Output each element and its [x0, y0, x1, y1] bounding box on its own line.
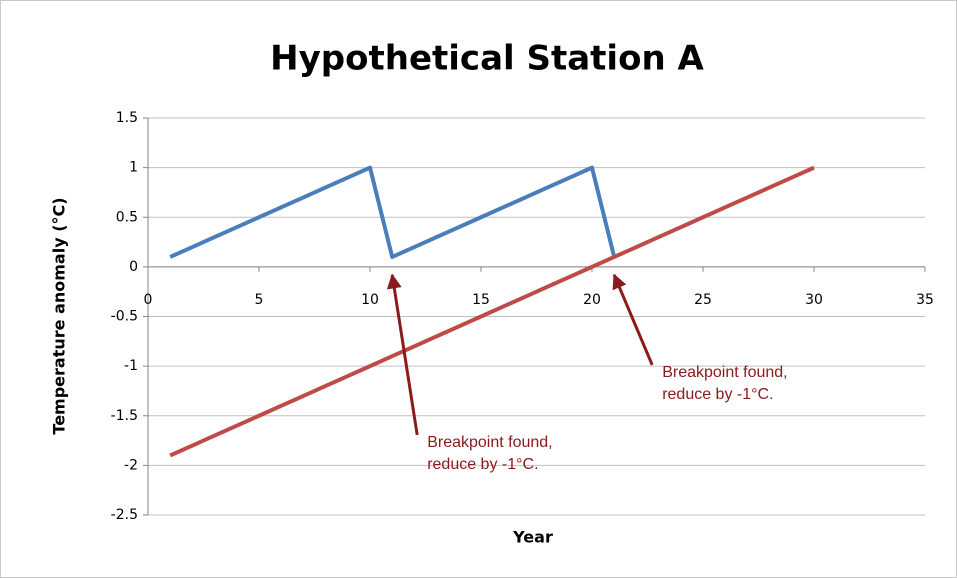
y-tick-label: 1	[129, 160, 138, 176]
y-axis-label: Temperature anomaly (°C)	[50, 197, 69, 434]
x-tick-label: 0	[144, 292, 153, 308]
y-tick-label: 0	[129, 259, 138, 275]
x-tick-label: 30	[805, 292, 823, 308]
chart-title: Hypothetical Station A	[270, 39, 704, 79]
y-tick-label: 1.5	[116, 110, 138, 126]
x-tick-label: 20	[583, 292, 601, 308]
annotation-text: reduce by -1°C.	[662, 386, 773, 403]
x-tick-label: 35	[916, 292, 934, 308]
annotation-text: Breakpoint found,	[662, 364, 787, 381]
x-tick-label: 25	[694, 292, 712, 308]
y-tick-label: 0.5	[116, 209, 138, 225]
x-axis-label: Year	[512, 528, 553, 547]
x-tick-label: 10	[361, 292, 379, 308]
x-tick-label: 5	[255, 292, 264, 308]
annotation-text: reduce by -1°C.	[427, 456, 538, 473]
y-tick-label: -2.5	[111, 507, 138, 523]
annotation-text: Breakpoint found,	[427, 434, 552, 451]
y-tick-label: -0.5	[111, 309, 138, 325]
y-tick-label: -1	[124, 358, 138, 374]
series-line	[169, 165, 815, 458]
series-line	[169, 165, 617, 259]
y-tick-label: -2	[124, 457, 138, 473]
x-tick-label: 15	[472, 292, 490, 308]
annotation-arrow	[386, 273, 419, 436]
y-tick-label: -1.5	[111, 408, 138, 424]
annotation-arrow	[612, 273, 654, 366]
